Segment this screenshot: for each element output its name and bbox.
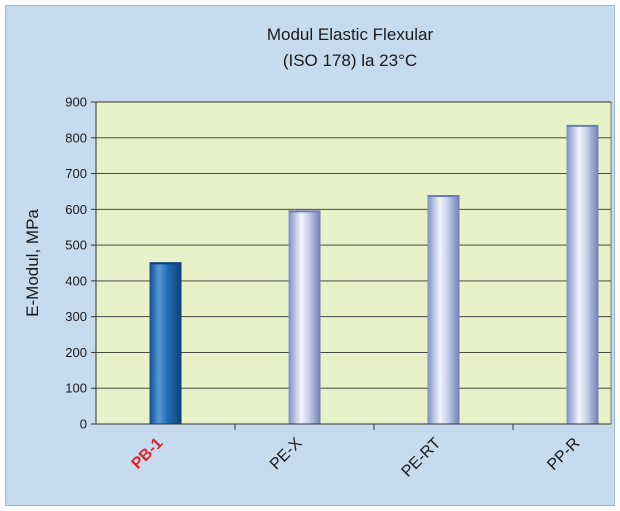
x-category-label: PE-RT <box>399 435 445 481</box>
x-category-label: PB-1 <box>129 435 167 473</box>
y-tick-label: 400 <box>65 273 87 288</box>
y-tick-label: 700 <box>65 166 87 181</box>
bar-pe-x <box>288 210 321 424</box>
y-tick-label: 100 <box>65 381 87 396</box>
gridlines <box>96 101 611 389</box>
y-tick-label: 600 <box>65 202 87 217</box>
bar-top-edge <box>288 210 321 213</box>
x-category-label: PE-X <box>267 435 306 474</box>
y-axis-label: E-Modul, MPa <box>23 209 42 317</box>
x-category-label: PP-R <box>544 435 583 474</box>
bar-top-edge <box>566 124 599 127</box>
y-tick-label: 800 <box>65 130 87 145</box>
y-tick-label: 500 <box>65 238 87 253</box>
plot-area <box>95 101 612 425</box>
bars <box>149 124 599 425</box>
y-tick-label: 0 <box>80 417 87 432</box>
y-tick-label: 900 <box>65 95 87 110</box>
y-tick-label: 200 <box>65 345 87 360</box>
x-axis-labels: PB-1 PE-X PE-RT PP-R <box>129 424 583 481</box>
bar-pp-r <box>566 124 599 425</box>
chart-title: Modul Elastic Flexular <box>267 25 434 44</box>
y-axis-ticks: 0 100 200 300 400 500 600 700 800 900 <box>65 95 96 432</box>
bar-pe-rt <box>427 195 460 424</box>
y-tick-label: 300 <box>65 309 87 324</box>
chart-subtitle: (ISO 178) la 23°C <box>283 51 417 70</box>
bar-top-edge <box>427 195 460 198</box>
bar-top-edge <box>149 262 182 265</box>
bar-pb-1 <box>149 262 182 424</box>
